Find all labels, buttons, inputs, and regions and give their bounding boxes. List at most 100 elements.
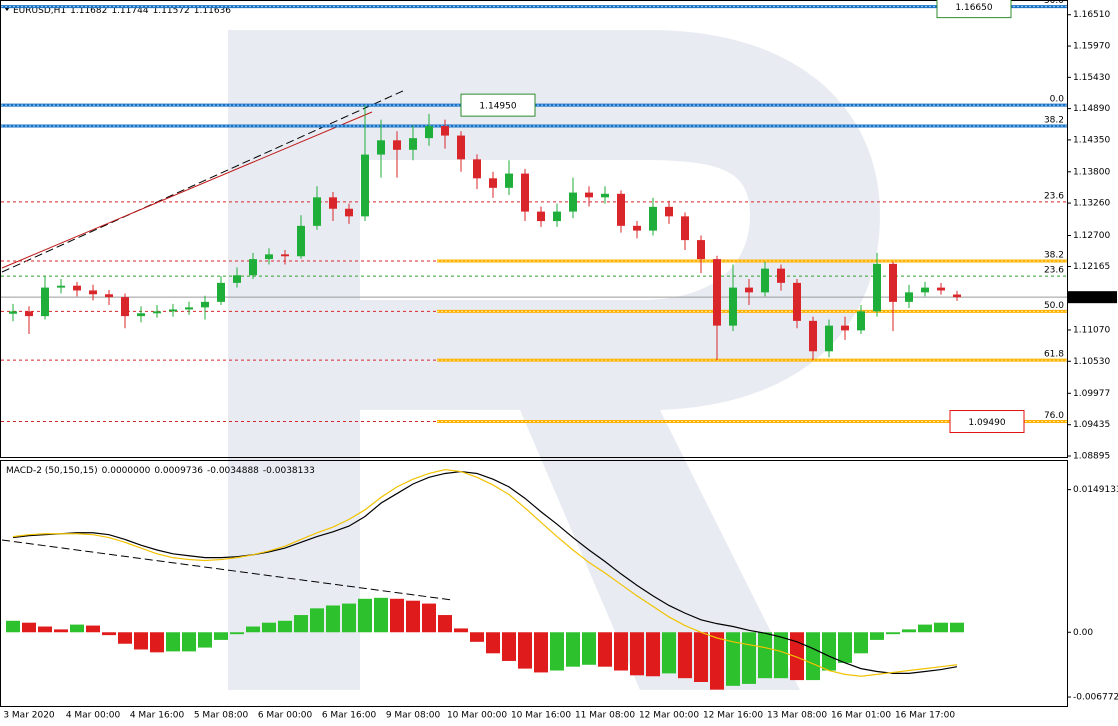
y-tick-label: 1.09977: [1073, 389, 1110, 399]
candle-body: [777, 268, 785, 283]
histogram-bar: [822, 632, 836, 671]
histogram-bar: [54, 629, 68, 633]
histogram-bar: [710, 632, 724, 690]
candle-body: [937, 287, 945, 291]
candle-body: [425, 126, 433, 139]
y-tick-label: 1.08895: [1073, 452, 1110, 462]
histogram-bar: [614, 632, 628, 671]
macd-readout: -0.0038133: [263, 466, 315, 476]
x-tick-label: 10 Mar 16:00: [511, 711, 571, 721]
y-tick-label: 1.11070: [1073, 325, 1110, 335]
y-tick-label: 1.13800: [1073, 167, 1110, 177]
histogram-bar: [22, 622, 36, 633]
histogram-bar: [230, 632, 244, 635]
x-tick-label: 4 Mar 16:00: [130, 711, 185, 721]
candle-body: [25, 311, 33, 317]
level-label: 50.0: [1044, 301, 1064, 311]
histogram-bar: [518, 632, 532, 669]
y-tick-label: 1.15970: [1073, 42, 1110, 52]
candle-body: [649, 206, 657, 231]
candle-body: [377, 140, 385, 155]
x-tick-label: 5 Mar 08:00: [194, 711, 249, 721]
macd-readout: -0.0034888: [207, 466, 259, 476]
candle-body: [217, 282, 225, 302]
candle-body: [249, 259, 257, 276]
macd-header: MACD-2 (50,150,15) 0.0000000 0.0009736 -0.0…: [6, 466, 315, 476]
y-tick-label: 1.12700: [1073, 231, 1110, 241]
histogram-bar: [838, 632, 852, 663]
level-label: 38.2: [1044, 251, 1064, 261]
price-box-label: 1.09490: [968, 418, 1005, 428]
candle-body: [329, 197, 337, 209]
histogram-bar: [278, 620, 292, 633]
candle-body: [553, 211, 561, 222]
candle-body: [457, 135, 465, 160]
histogram-bar: [6, 620, 20, 633]
candle-body: [521, 173, 529, 212]
y-tick-label: 1.10530: [1073, 357, 1110, 367]
candle-body: [153, 311, 161, 314]
macd-readout: 0.0000000: [102, 466, 151, 476]
candle-body: [729, 287, 737, 326]
candle-body: [681, 216, 689, 241]
y-tick-label: 0.0149133: [1073, 485, 1118, 495]
x-tick-label: 16 Mar 01:00: [831, 711, 891, 721]
candle-body: [761, 268, 769, 293]
histogram-bar: [678, 632, 692, 679]
candle-body: [921, 287, 929, 293]
price-header: EURUSD,H1 1.11682 1.11744 1.11572 1.11636: [13, 6, 231, 16]
histogram-bar: [102, 632, 116, 636]
candle-body: [185, 307, 193, 310]
candle-body: [905, 292, 913, 302]
x-tick-label: 11 Mar 08:00: [575, 711, 635, 721]
histogram-bar: [166, 632, 180, 652]
level-label: 50.0: [1044, 0, 1064, 6]
candle-body: [41, 287, 49, 317]
histogram-bar: [870, 632, 884, 640]
level-label: 23.6: [1044, 191, 1064, 201]
histogram-bar: [534, 632, 548, 673]
candle-body: [873, 263, 881, 312]
y-tick-label: 1.13260: [1073, 199, 1110, 209]
candle-body: [345, 208, 353, 217]
candle-body: [809, 320, 817, 352]
y-tick-label: -0.006772: [1073, 693, 1118, 703]
histogram-bar: [38, 626, 52, 633]
x-tick-label: 6 Mar 00:00: [258, 711, 313, 721]
histogram-bar: [342, 603, 356, 633]
candle-body: [745, 287, 753, 293]
candle-body: [137, 313, 145, 317]
histogram-bar: [294, 615, 308, 633]
histogram-bar: [310, 608, 324, 633]
header-low: 1.11572: [153, 6, 190, 16]
histogram-bar: [566, 632, 580, 667]
candle-body: [697, 240, 705, 260]
macd-line: [12, 470, 958, 674]
histogram-bar: [374, 597, 388, 633]
histogram-bar: [630, 632, 644, 676]
current-price-box: [1067, 291, 1117, 304]
candle-body: [505, 173, 513, 188]
histogram-bar: [662, 632, 676, 674]
histogram-bar: [486, 632, 500, 654]
histogram-bar: [454, 628, 468, 633]
price-box: [949, 410, 1025, 434]
candle-body: [73, 285, 81, 291]
price-box-label: 1.16650: [955, 3, 992, 13]
y-tick-label: 1.09435: [1073, 420, 1110, 430]
price-box: [936, 0, 1012, 19]
level-label: 23.6: [1044, 266, 1064, 276]
x-tick-label: 12 Mar 00:00: [639, 711, 699, 721]
level-label: 76.0: [1044, 411, 1064, 421]
level-label: 61.8: [1044, 350, 1064, 360]
x-tick-label: 3 Mar 2020: [3, 711, 55, 721]
histogram-bar: [438, 615, 452, 633]
histogram-bar: [182, 632, 196, 652]
histogram-bar: [358, 598, 372, 633]
candle-body: [473, 159, 481, 179]
price-box-label: 1.14950: [479, 102, 516, 112]
candle-body: [57, 285, 65, 288]
candle-body: [633, 225, 641, 231]
histogram-bar: [406, 600, 420, 633]
